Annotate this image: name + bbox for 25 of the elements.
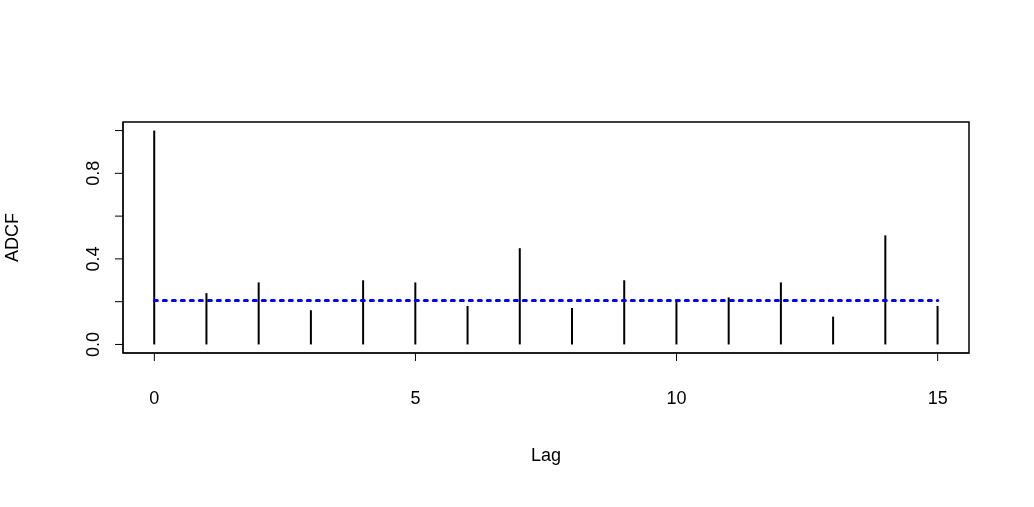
bar (571, 308, 573, 345)
bar (257, 282, 260, 345)
y-tick-label: 0.8 (83, 160, 103, 186)
bar (153, 130, 156, 345)
bar (675, 299, 678, 345)
x-tick-label: 15 (927, 387, 948, 408)
x-tick-label: 10 (666, 387, 687, 408)
bar (466, 305, 469, 345)
y-tick-label: 0.0 (83, 331, 103, 357)
bar (832, 316, 835, 345)
bar (362, 280, 365, 345)
bar (414, 282, 417, 345)
y-tick-label: 0.4 (83, 246, 103, 272)
bar (727, 297, 730, 345)
x-tick-label: 5 (410, 387, 421, 408)
y-axis-title: ADCF (2, 213, 23, 262)
bar (884, 235, 887, 345)
x-axis-title: Lag (530, 445, 562, 465)
bar (309, 310, 312, 345)
x-tick-label: 0 (149, 387, 160, 408)
bar (205, 293, 208, 345)
bar (518, 248, 521, 345)
bar (623, 280, 626, 345)
bar (779, 282, 782, 345)
bar (936, 305, 939, 345)
